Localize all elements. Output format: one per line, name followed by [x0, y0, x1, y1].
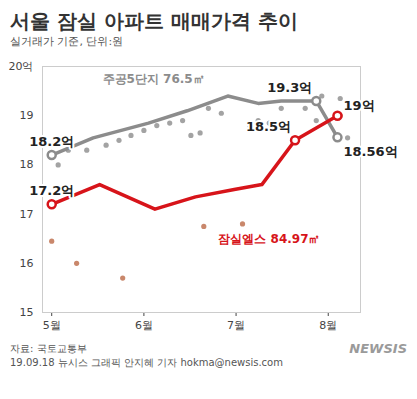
svg-text:6월: 6월	[135, 319, 153, 332]
svg-text:5월: 5월	[43, 319, 61, 332]
svg-text:17.2억: 17.2억	[29, 183, 74, 198]
svg-text:18.5억: 18.5억	[246, 119, 291, 134]
svg-text:16: 16	[20, 257, 34, 270]
svg-text:8월: 8월	[319, 319, 337, 332]
html-text:실거래가 기준, 단위:원: 실거래가 기준, 단위:원	[10, 35, 124, 48]
html-text:자료: 국토교통부: 자료: 국토교통부	[10, 343, 87, 354]
svg-text:잠실엘스 84.97㎡: 잠실엘스 84.97㎡	[218, 232, 320, 246]
svg-text:17: 17	[20, 208, 34, 221]
svg-text:19.3억: 19.3억	[267, 80, 312, 95]
svg-text:18.2억: 18.2억	[29, 134, 74, 149]
svg-text:18: 18	[20, 158, 34, 171]
svg-text:18.56억: 18.56억	[343, 144, 397, 159]
svg-text:주공5단지 76.5㎡: 주공5단지 76.5㎡	[103, 72, 205, 86]
html-text:서울 잠실 아파트 매매가격 추이: 서울 잠실 아파트 매매가격 추이	[10, 9, 298, 33]
svg-text:19억: 19억	[343, 98, 374, 113]
svg-text:7월: 7월	[227, 319, 245, 332]
svg-text:15: 15	[20, 306, 34, 319]
html-text:19.09.18 뉴시스 그래픽 안지혜 기자 hokma@: 19.09.18 뉴시스 그래픽 안지혜 기자 hokma@newsis.com	[10, 357, 283, 368]
html-text:NEWSIS: NEWSIS	[349, 341, 407, 356]
svg-text:20억: 20억	[9, 60, 34, 73]
svg-text:19: 19	[20, 109, 34, 122]
